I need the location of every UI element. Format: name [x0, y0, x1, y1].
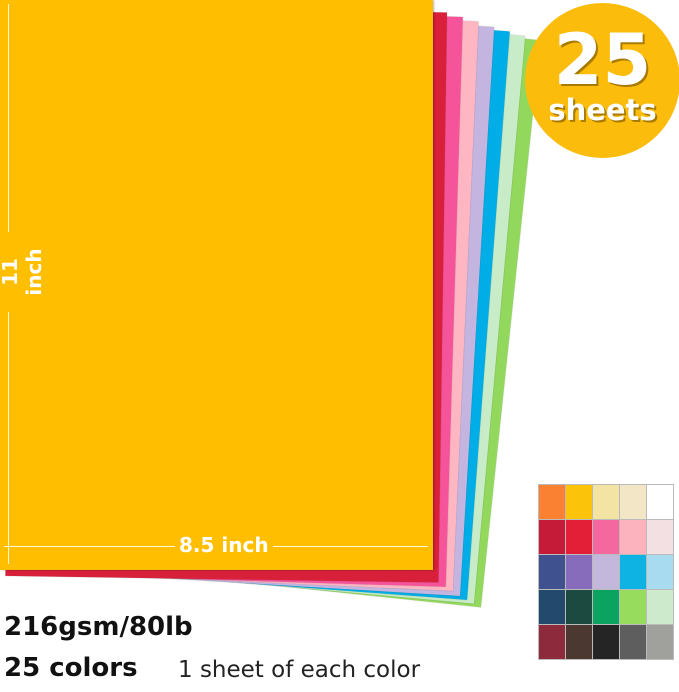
color-count: 25 colors [4, 653, 138, 683]
sheet-count-badge: 25 sheets [525, 3, 679, 158]
color-swatch [539, 625, 565, 659]
color-swatch [647, 555, 673, 589]
color-swatch [620, 485, 646, 519]
color-swatch [566, 625, 592, 659]
color-swatch [566, 485, 592, 519]
color-swatch [593, 520, 619, 554]
color-swatch [566, 555, 592, 589]
color-swatch [539, 555, 565, 589]
color-swatch [566, 590, 592, 624]
color-swatch [593, 625, 619, 659]
color-swatch [539, 520, 565, 554]
color-swatch [539, 590, 565, 624]
color-swatch [593, 590, 619, 624]
color-swatch [593, 485, 619, 519]
color-swatch [620, 590, 646, 624]
color-swatch [647, 625, 673, 659]
color-swatch [539, 485, 565, 519]
color-note: 1 sheet of each color [178, 657, 421, 683]
sheet-count: 25 [553, 19, 652, 101]
color-swatch-grid [538, 484, 674, 660]
front-sheet: 11 inch 8.5 inch [0, 0, 433, 570]
color-swatch [620, 555, 646, 589]
color-swatch [566, 520, 592, 554]
width-label: 8.5 inch [175, 533, 273, 557]
height-label: 11 inch [0, 232, 46, 312]
color-swatch [620, 520, 646, 554]
color-swatch [647, 590, 673, 624]
color-swatch [620, 625, 646, 659]
color-swatch [647, 520, 673, 554]
color-swatch [647, 485, 673, 519]
color-swatch [593, 555, 619, 589]
sheet-unit: sheets [548, 93, 657, 127]
paper-weight: 216gsm/80lb [4, 612, 193, 642]
